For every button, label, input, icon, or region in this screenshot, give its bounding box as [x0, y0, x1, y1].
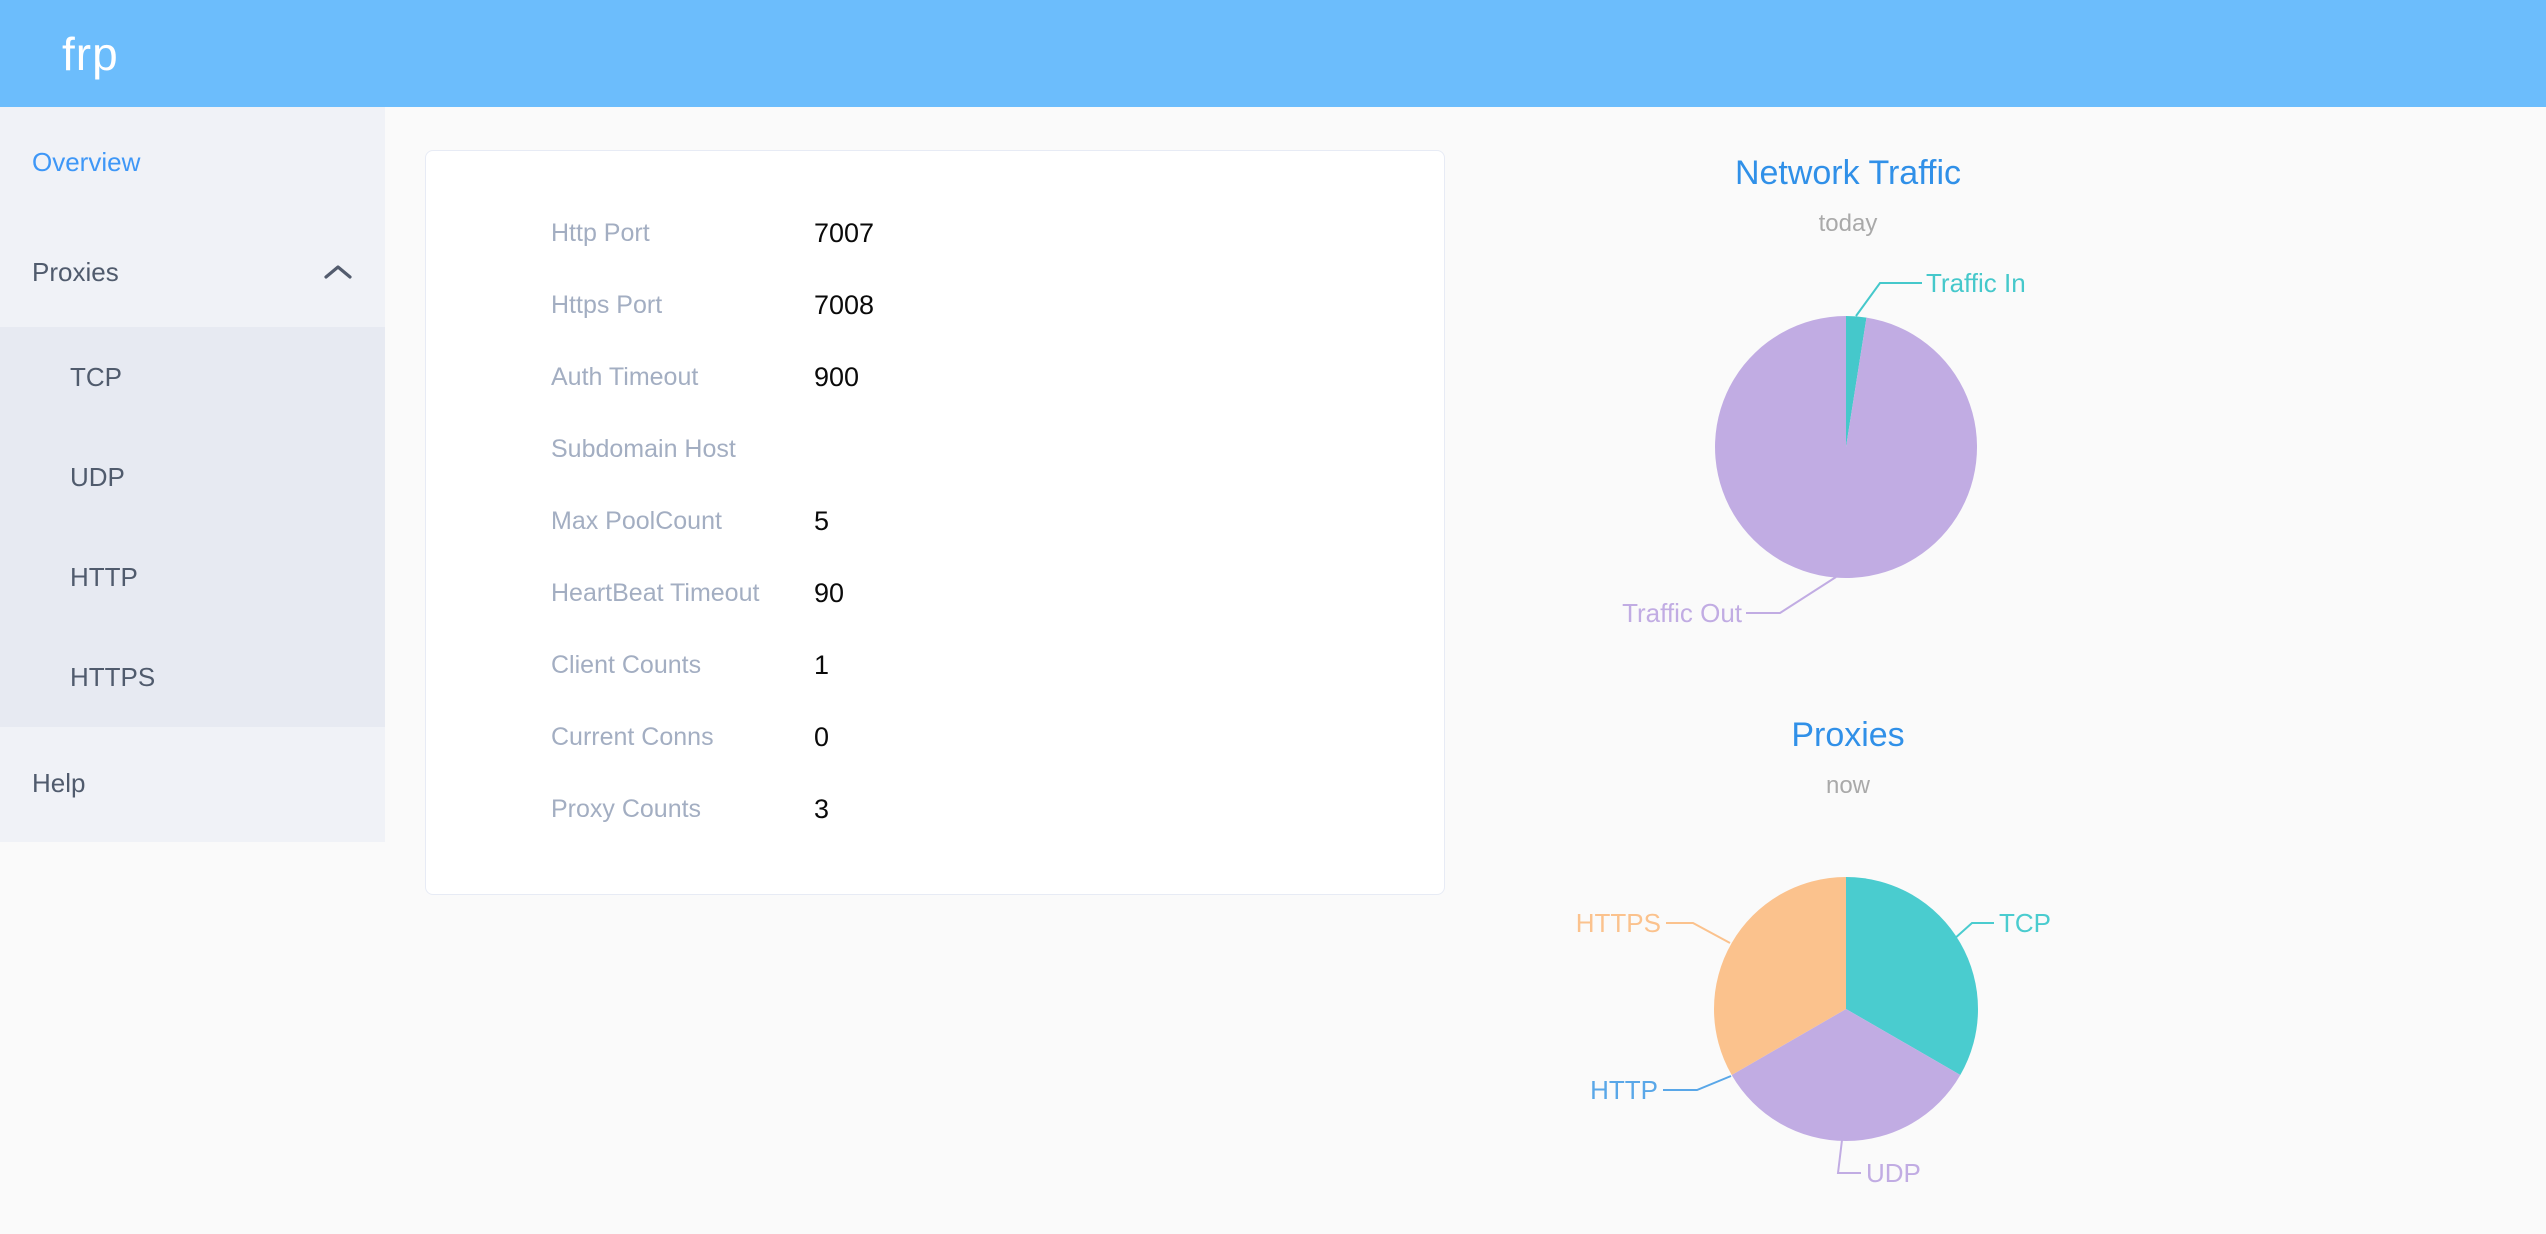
network-traffic-pie: Traffic In Traffic Out	[1622, 268, 2026, 628]
config-value: 90	[814, 577, 845, 608]
config-value: 7008	[814, 289, 875, 320]
sidebar: Overview Proxies TCP UDP HTTP HTTPS Help	[0, 107, 385, 842]
app-logo: frp	[62, 27, 119, 80]
sidebar-item-udp[interactable]: UDP	[0, 427, 385, 527]
pie-slice-udp[interactable]	[1731, 1009, 1961, 1142]
config-label: Proxy Counts	[551, 794, 702, 823]
config-value: 1	[814, 649, 830, 680]
config-row-current-conns: Current Conns 0	[426, 701, 1444, 773]
proxies-pie: TCP UDP HTTP HTTPS	[1576, 877, 2051, 1188]
server-config-card: Http Port 7007 Https Port 7008 Auth Time…	[425, 150, 1445, 895]
pie-label-traffic-out: Traffic Out	[1622, 598, 1743, 628]
chart-title: Network Traffic	[1734, 154, 1962, 192]
pie-slice-https[interactable]	[1713, 877, 1846, 1075]
pie-slice-traffic-in[interactable]	[1846, 316, 1867, 447]
config-row-max-poolcount: Max PoolCount 5	[426, 485, 1444, 557]
config-label: Client Counts	[551, 650, 702, 679]
config-row-https-port: Https Port 7008	[426, 269, 1444, 341]
pie-label-line-https	[1666, 922, 1731, 944]
pie-label-https: HTTPS	[1576, 908, 1661, 938]
config-label: Max PoolCount	[551, 506, 722, 535]
chart-subtitle: today	[1818, 210, 1878, 237]
sidebar-item-label: HTTPS	[70, 661, 156, 692]
sidebar-item-tcp[interactable]: TCP	[0, 327, 385, 427]
pie-label-http: HTTP	[1590, 1075, 1658, 1105]
pie-label-line-udp	[1836, 1139, 1861, 1174]
sidebar-item-label: Help	[32, 767, 86, 798]
sidebar-item-label: TCP	[70, 361, 122, 392]
config-label: Auth Timeout	[551, 362, 699, 391]
config-value: 5	[814, 505, 830, 536]
config-value: 0	[814, 721, 830, 752]
sidebar-item-label: UDP	[70, 461, 125, 492]
config-row-proxy-counts: Proxy Counts 3	[426, 773, 1444, 845]
app-header: frp	[0, 0, 2546, 107]
config-label: HeartBeat Timeout	[551, 578, 760, 607]
sidebar-item-label: Overview	[32, 146, 141, 177]
pie-label-line-http	[1663, 1075, 1732, 1091]
chevron-up-icon	[324, 265, 352, 279]
pie-label-udp: UDP	[1866, 1158, 1921, 1188]
pie-label-line-traffic-out	[1746, 576, 1837, 614]
chart-subtitle: now	[1825, 772, 1871, 799]
sidebar-item-https[interactable]: HTTPS	[0, 627, 385, 727]
config-row-client-counts: Client Counts 1	[426, 629, 1444, 701]
pie-slice-tcp[interactable]	[1846, 877, 1979, 1075]
sidebar-item-label: Proxies	[32, 256, 119, 287]
config-value: 3	[814, 793, 830, 824]
pie-label-line-tcp	[1952, 922, 1994, 941]
pie-label-tcp: TCP	[1999, 908, 2051, 938]
config-row-heartbeat-timeout: HeartBeat Timeout 90	[426, 557, 1444, 629]
pie-slice-traffic-out[interactable]	[1715, 316, 1978, 578]
pie-label-line-traffic-in	[1855, 282, 1922, 317]
sidebar-item-help[interactable]: Help	[0, 727, 385, 839]
sidebar-submenu-proxies: TCP UDP HTTP HTTPS	[0, 327, 385, 727]
config-label: Subdomain Host	[551, 434, 736, 463]
config-value: 7007	[814, 217, 875, 248]
config-value: 900	[814, 361, 860, 392]
chart-title: Proxies	[1791, 716, 1905, 754]
sidebar-item-proxies[interactable]: Proxies	[0, 217, 385, 327]
config-label: Https Port	[551, 290, 663, 319]
config-label: Http Port	[551, 218, 650, 247]
config-row-http-port: Http Port 7007	[426, 197, 1444, 269]
config-row-auth-timeout: Auth Timeout 900	[426, 341, 1444, 413]
network-traffic-chart: Network Traffic today Traffic In Traffic …	[1448, 140, 2248, 660]
sidebar-item-http[interactable]: HTTP	[0, 527, 385, 627]
pie-label-traffic-in: Traffic In	[1926, 268, 2026, 298]
proxies-chart: Proxies now TCP UDP HTTP HTTPS	[1448, 690, 2248, 1234]
sidebar-item-label: HTTP	[70, 561, 138, 592]
sidebar-item-overview[interactable]: Overview	[0, 107, 385, 217]
config-row-subdomain-host: Subdomain Host	[426, 413, 1444, 485]
config-label: Current Conns	[551, 722, 714, 751]
